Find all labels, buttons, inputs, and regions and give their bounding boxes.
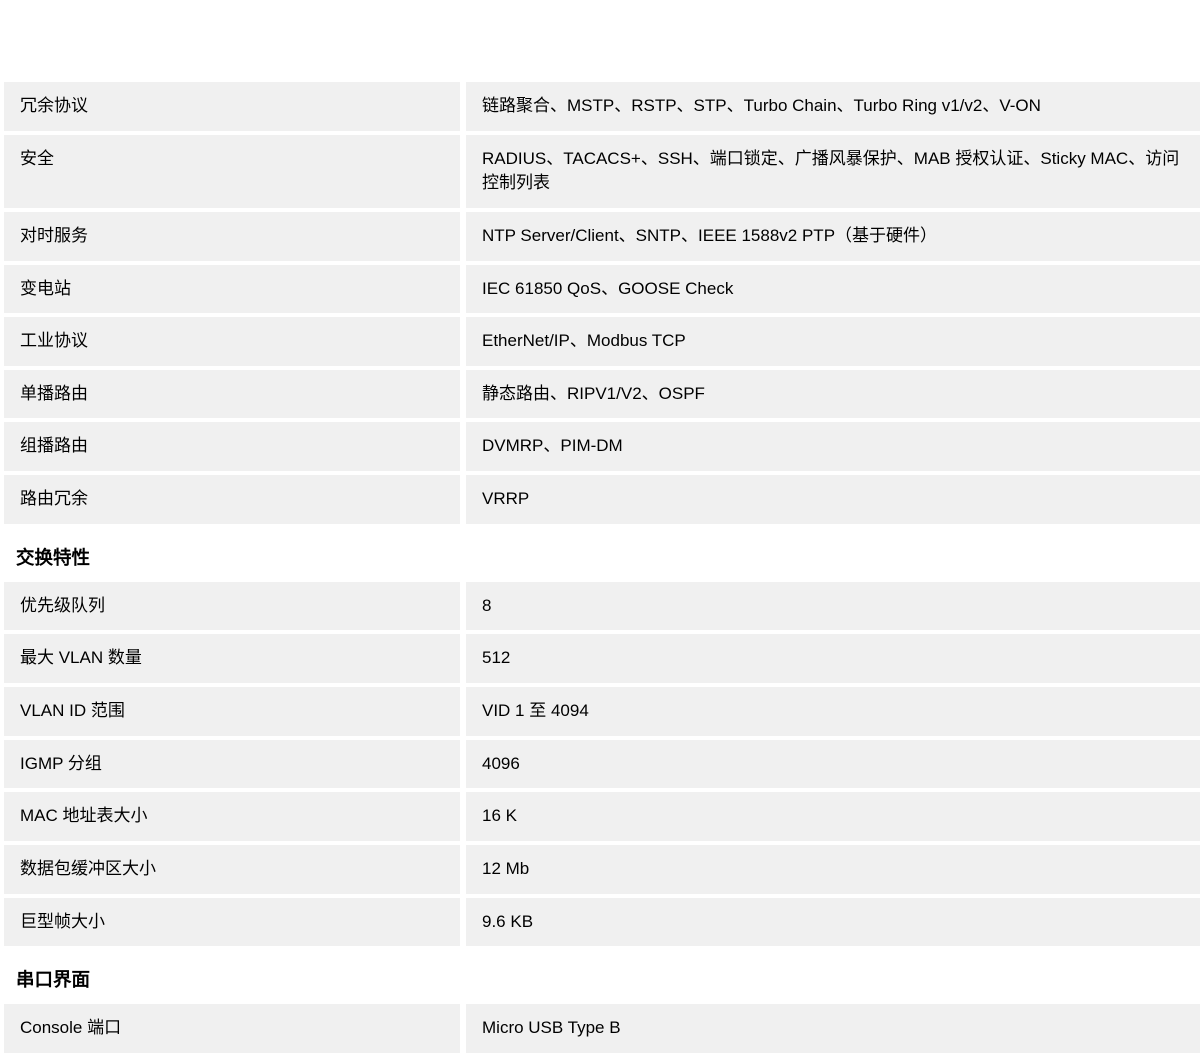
spec-value: DVMRP、PIM-DM xyxy=(466,422,1200,471)
spec-value: Micro USB Type B xyxy=(466,1004,1200,1053)
table-row: 安全 RADIUS、TACACS+、SSH、端口锁定、广播风暴保护、MAB 授权… xyxy=(4,135,1200,208)
table-row: 巨型帧大小 9.6 KB xyxy=(4,898,1200,947)
spec-table: 冗余协议 链路聚合、MSTP、RSTP、STP、Turbo Chain、Turb… xyxy=(0,82,1200,1053)
spec-value: 12 Mb xyxy=(466,845,1200,894)
table-row: 工业协议 EtherNet/IP、Modbus TCP xyxy=(4,317,1200,366)
spec-value: 9.6 KB xyxy=(466,898,1200,947)
table-row: Console 端口 Micro USB Type B xyxy=(4,1004,1200,1053)
section-header-switching: 交换特性 xyxy=(4,528,1200,582)
table-row: VLAN ID 范围 VID 1 至 4094 xyxy=(4,687,1200,736)
spec-value: VID 1 至 4094 xyxy=(466,687,1200,736)
section-header-serial: 串口界面 xyxy=(4,950,1200,1004)
spec-label: 单播路由 xyxy=(4,370,460,419)
table-row: MAC 地址表大小 16 K xyxy=(4,792,1200,841)
spec-label: 对时服务 xyxy=(4,212,460,261)
spec-value: NTP Server/Client、SNTP、IEEE 1588v2 PTP（基… xyxy=(466,212,1200,261)
spec-label: 冗余协议 xyxy=(4,82,460,131)
spec-value: VRRP xyxy=(466,475,1200,524)
table-row: 组播路由 DVMRP、PIM-DM xyxy=(4,422,1200,471)
table-row: 最大 VLAN 数量 512 xyxy=(4,634,1200,683)
spec-label: 数据包缓冲区大小 xyxy=(4,845,460,894)
spec-label: VLAN ID 范围 xyxy=(4,687,460,736)
spec-value: RADIUS、TACACS+、SSH、端口锁定、广播风暴保护、MAB 授权认证、… xyxy=(466,135,1200,208)
spec-value: 4096 xyxy=(466,740,1200,789)
table-row: 单播路由 静态路由、RIPV1/V2、OSPF xyxy=(4,370,1200,419)
spec-label: 变电站 xyxy=(4,265,460,314)
spec-label: 最大 VLAN 数量 xyxy=(4,634,460,683)
spec-label: 巨型帧大小 xyxy=(4,898,460,947)
spec-label: 优先级队列 xyxy=(4,582,460,631)
spec-label: 安全 xyxy=(4,135,460,208)
table-row: 对时服务 NTP Server/Client、SNTP、IEEE 1588v2 … xyxy=(4,212,1200,261)
spec-value: EtherNet/IP、Modbus TCP xyxy=(466,317,1200,366)
table-row: 数据包缓冲区大小 12 Mb xyxy=(4,845,1200,894)
spec-value: 16 K xyxy=(466,792,1200,841)
spec-label: IGMP 分组 xyxy=(4,740,460,789)
spec-value: 链路聚合、MSTP、RSTP、STP、Turbo Chain、Turbo Rin… xyxy=(466,82,1200,131)
spec-label: 组播路由 xyxy=(4,422,460,471)
table-row: 路由冗余 VRRP xyxy=(4,475,1200,524)
spec-label: MAC 地址表大小 xyxy=(4,792,460,841)
table-row: 变电站 IEC 61850 QoS、GOOSE Check xyxy=(4,265,1200,314)
table-row: IGMP 分组 4096 xyxy=(4,740,1200,789)
spec-label: 路由冗余 xyxy=(4,475,460,524)
spec-value: IEC 61850 QoS、GOOSE Check xyxy=(466,265,1200,314)
spec-label: 工业协议 xyxy=(4,317,460,366)
spec-value: 静态路由、RIPV1/V2、OSPF xyxy=(466,370,1200,419)
spec-value: 512 xyxy=(466,634,1200,683)
table-row: 优先级队列 8 xyxy=(4,582,1200,631)
spec-label: Console 端口 xyxy=(4,1004,460,1053)
table-row: 冗余协议 链路聚合、MSTP、RSTP、STP、Turbo Chain、Turb… xyxy=(4,82,1200,131)
spec-value: 8 xyxy=(466,582,1200,631)
